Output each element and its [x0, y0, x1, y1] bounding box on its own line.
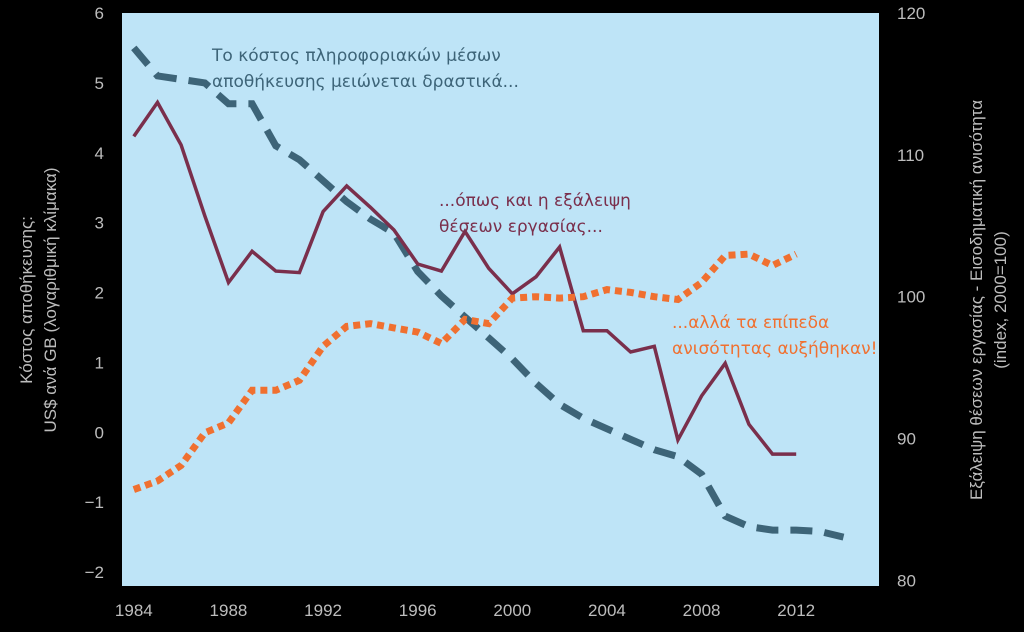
annotation-inequality: ...αλλά τα επίπεδα ανισότητας αυξήθηκαν!: [672, 313, 877, 359]
right-tick-label: 80: [897, 571, 916, 590]
job-elimination-series-line: [132, 99, 797, 456]
left-axis-title: Κόστος αποθήκευσης: US$ ανά GB (λογαριθμ…: [17, 168, 60, 433]
right-tick-label: 100: [897, 288, 925, 307]
x-tick-label: 2008: [683, 601, 721, 620]
annotation-jobs-line-1: ...όπως και η εξάλειψη: [439, 191, 631, 211]
left-tick-label: 4: [95, 144, 104, 163]
annotation-inequality-line-2: ανισότητας αυξήθηκαν!: [672, 339, 877, 359]
left-tick-label: 6: [95, 4, 104, 23]
x-axis-ticks: 1984 1988 1992 1996 2000 2004 2008 2012: [115, 601, 815, 620]
right-tick-label: 90: [897, 429, 916, 448]
right-tick-label: 110: [897, 146, 924, 165]
inequality-series-line: [132, 250, 798, 493]
annotation-storage-line-2: αποθήκευσης μειώνεται δραστικά...: [212, 72, 519, 92]
left-tick-label: 0: [95, 423, 104, 442]
right-axis-title-line-1: Εξάλειψη θέσεων εργασίας - Εισοδηματική …: [967, 100, 986, 500]
plot-area: [122, 13, 879, 586]
annotation-storage-line-1: Το κόστος πληροφοριακών μέσων: [211, 46, 501, 66]
left-tick-label: 5: [95, 74, 104, 93]
annotation-job-elimination: ...όπως και η εξάλειψη θέσεων εργασίας..…: [439, 191, 631, 237]
left-axis-title-line-1: Κόστος αποθήκευσης:: [17, 216, 36, 384]
right-axis-title: Εξάλειψη θέσεων εργασίας - Εισοδηματική …: [967, 100, 1010, 500]
annotation-inequality-line-1: ...αλλά τα επίπεδα: [672, 313, 829, 333]
left-tick-label: 1: [95, 353, 104, 372]
right-axis-title-line-2: (index, 2000=100): [991, 231, 1010, 369]
annotation-jobs-line-2: θέσεων εργασίας...: [439, 217, 603, 237]
left-tick-label: −1: [85, 493, 104, 512]
right-tick-label: 120: [897, 4, 925, 23]
annotation-storage-cost: Το κόστος πληροφοριακών μέσων αποθήκευση…: [211, 46, 519, 92]
storage-cost-series-line: [131, 45, 845, 541]
series-layer: [131, 45, 845, 541]
left-tick-label: 3: [95, 214, 104, 233]
x-tick-label: 1992: [304, 601, 342, 620]
left-tick-label: 2: [95, 284, 104, 303]
left-tick-label: −2: [85, 563, 104, 582]
x-tick-label: 2000: [493, 601, 531, 620]
x-tick-label: 2012: [777, 601, 815, 620]
x-tick-label: 1996: [399, 601, 437, 620]
right-axis-ticks: 120 110 100 90 80: [897, 4, 925, 590]
left-axis-ticks: 6 5 4 3 2 1 0 −1 −2: [85, 4, 104, 582]
x-tick-label: 2004: [588, 601, 626, 620]
x-tick-label: 1984: [115, 601, 153, 620]
x-tick-label: 1988: [210, 601, 248, 620]
left-axis-title-line-2: US$ ανά GB (λογαριθμική κλίμακα): [41, 168, 60, 433]
